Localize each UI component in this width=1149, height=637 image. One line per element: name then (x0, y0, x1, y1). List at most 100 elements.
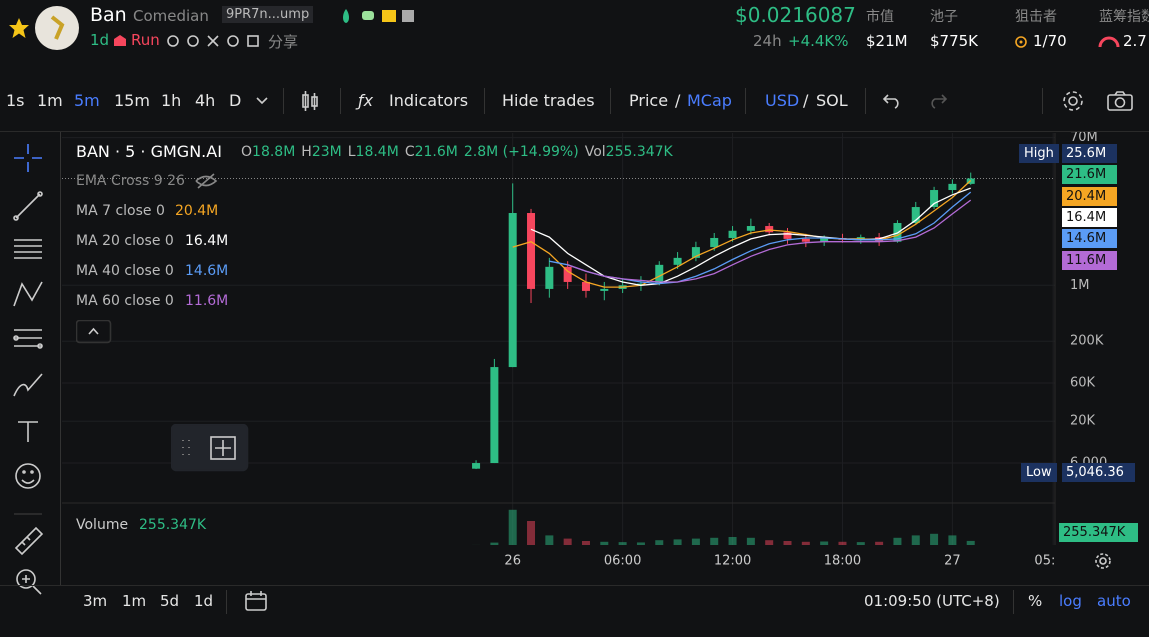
candle-body (911, 207, 920, 224)
ohlc-legend: O18.8M H23M L18.4M C21.6M 2.8M (+14.99%) Vol2… (241, 144, 673, 160)
token-subtitle: Comedian (133, 7, 209, 25)
x-tick-label: 12:00 (714, 554, 751, 569)
interval-dropdown[interactable] (255, 96, 269, 106)
interval-button[interactable]: 1h (161, 91, 182, 110)
y-tick-label: 60K (1070, 376, 1096, 391)
undo-button[interactable] (882, 92, 902, 110)
candle-body (930, 190, 939, 208)
volume-bar (875, 541, 884, 545)
price-toggle[interactable]: Price (629, 91, 669, 110)
auto-toggle[interactable]: auto (1097, 592, 1131, 610)
visibility-toggle[interactable] (194, 172, 218, 190)
ohlc-change: 2.8M (+14.99%) (463, 144, 579, 160)
volume-bar (930, 533, 939, 545)
volume-bar (581, 541, 590, 545)
drawing-tools[interactable] (10, 142, 46, 602)
sniper-icon (1015, 36, 1027, 48)
floating-draw-toolbar[interactable] (171, 424, 249, 472)
price-tag: 16.4M (1062, 207, 1117, 227)
price-tag: 25.6M (1062, 144, 1117, 163)
range-button[interactable]: 1m (122, 592, 147, 610)
separator (1013, 590, 1014, 614)
usd-toggle[interactable]: USD (765, 91, 800, 110)
x-tick-label: 05:30 (1034, 554, 1071, 569)
y-tick-label: 1M (1070, 278, 1090, 293)
plot-area (62, 133, 1055, 545)
ma-legend-name[interactable]: MA 60 close 0 (76, 293, 174, 309)
ma-legend-name[interactable]: MA 40 close 0 (76, 263, 174, 279)
clock[interactable]: 01:09:50 (UTC+8) (864, 592, 1000, 610)
interval-button[interactable]: 15m (114, 91, 150, 110)
range-button[interactable]: 5d (160, 592, 180, 610)
screenshot-button[interactable] (1106, 90, 1134, 112)
ma-line (567, 199, 972, 283)
settings-button[interactable] (1061, 89, 1085, 113)
ma-legend-name[interactable]: MA 20 close 0 (76, 233, 174, 249)
interval-button[interactable]: 5m (74, 91, 100, 110)
price-tag: 5,046.36 (1062, 463, 1135, 482)
candle-body (710, 237, 719, 248)
range-button[interactable]: 3m (83, 592, 108, 610)
token-address[interactable]: 9PR7n...ump (222, 6, 314, 23)
collapse-legend[interactable] (76, 320, 112, 344)
interval-button[interactable]: D (229, 91, 242, 110)
symbol-title: BAN · 5 · GMGN.AI (76, 142, 222, 161)
percent-toggle[interactable]: % (1028, 592, 1043, 610)
ohlc-value: 18.8M (252, 144, 296, 160)
sol-toggle[interactable]: SOL (816, 91, 848, 110)
share-link[interactable]: 分享 (268, 33, 299, 51)
separator (745, 88, 746, 114)
log-toggle[interactable]: log (1059, 592, 1082, 610)
favorite-star[interactable] (8, 17, 30, 39)
separator (226, 590, 227, 614)
ohlc-label: H (301, 144, 312, 160)
volume-bar (893, 537, 902, 545)
indicators-button[interactable]: Indicators (389, 91, 469, 110)
mcap-toggle[interactable]: MCap (687, 91, 732, 110)
ohlc-value: 18.4M (355, 144, 399, 160)
date-picker[interactable] (243, 589, 269, 613)
volume-bar (490, 542, 499, 545)
volume-bar (746, 537, 755, 545)
chart-type-button[interactable] (300, 90, 320, 112)
run-icon (114, 35, 126, 46)
volume-bar (710, 537, 719, 545)
separator (60, 132, 61, 585)
interval-button[interactable]: 4h (195, 91, 216, 110)
toggle-slash: / (675, 91, 681, 110)
volume-bar (600, 541, 609, 545)
candle-body (581, 281, 590, 291)
divider (0, 585, 1149, 586)
y-tick-label: 20K (1070, 414, 1096, 429)
range-button[interactable]: 1d (194, 592, 214, 610)
volume-bar (911, 535, 920, 545)
volume-bar (636, 542, 645, 545)
ohlc-label: C (404, 144, 415, 160)
token-avatar (35, 6, 79, 50)
separator (610, 88, 611, 114)
token-badges (343, 9, 414, 23)
candle-body (746, 226, 755, 231)
stat-label[interactable]: 狙击者 (1015, 9, 1057, 25)
ma-line (512, 180, 972, 288)
candle-body (563, 266, 572, 282)
x-tick-label: 06:00 (604, 554, 641, 569)
hide-trades-button[interactable]: Hide trades (502, 91, 595, 110)
volume-bar (655, 540, 664, 545)
interval-button[interactable]: 1m (37, 91, 63, 110)
ema-label[interactable]: EMA Cross 9 26 (76, 173, 185, 189)
social-icons[interactable] (166, 34, 266, 50)
stat-label: 市值 (866, 9, 894, 25)
volume-bar (728, 537, 737, 545)
ma-legend-name[interactable]: MA 7 close 0 (76, 203, 165, 219)
interval-button[interactable]: 1s (6, 91, 25, 110)
ma-legend-value: 20.4M (175, 203, 219, 219)
y-tick-label: 200K (1070, 334, 1104, 349)
candle-body (673, 257, 682, 265)
volume-bar (783, 541, 792, 545)
ohlc-label: O (241, 144, 253, 160)
token-age: 1d (90, 31, 110, 49)
volume-bar (838, 541, 847, 545)
redo-button[interactable] (928, 92, 948, 110)
axis-settings[interactable] (1093, 551, 1113, 571)
